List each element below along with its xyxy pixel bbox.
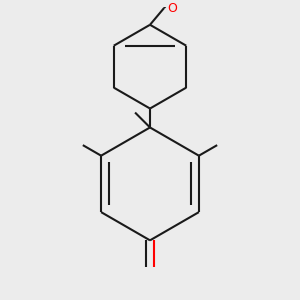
Text: O: O bbox=[167, 2, 177, 14]
